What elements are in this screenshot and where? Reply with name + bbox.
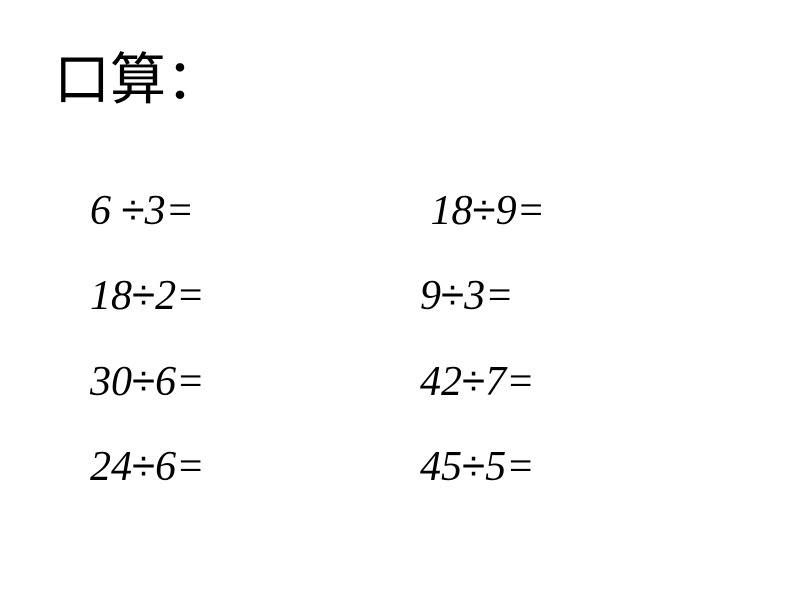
- divisor: 2: [155, 273, 176, 319]
- division-sign-icon: ÷: [122, 186, 145, 233]
- division-sign-icon: ÷: [473, 186, 496, 233]
- divisor: 7: [485, 359, 506, 405]
- divisor: 5: [485, 444, 506, 490]
- page-title: 口算：: [54, 48, 744, 115]
- problem-item: 45÷5=: [420, 443, 710, 490]
- dividend: 18: [420, 188, 473, 234]
- equals-sign-icon: =: [176, 444, 204, 490]
- equals-sign-icon: =: [176, 273, 204, 319]
- division-sign-icon: ÷: [462, 442, 485, 489]
- equals-sign-icon: =: [176, 359, 204, 405]
- division-sign-icon: ÷: [132, 271, 155, 318]
- problem-item: 18÷9=: [420, 187, 710, 234]
- dividend: 18: [90, 273, 132, 319]
- dividend: 45: [420, 444, 462, 490]
- equals-sign-icon: =: [485, 273, 513, 319]
- equals-sign-icon: =: [506, 444, 534, 490]
- divisor: 9: [496, 188, 517, 234]
- divisor: 6: [155, 444, 176, 490]
- division-sign-icon: ÷: [441, 271, 464, 318]
- problem-item: 30÷6=: [90, 358, 380, 405]
- dividend: 42: [420, 359, 462, 405]
- divisor: 3: [145, 188, 166, 234]
- division-sign-icon: ÷: [132, 442, 155, 489]
- problem-item: 9÷3=: [420, 272, 710, 319]
- divisor: 6: [155, 359, 176, 405]
- dividend: 30: [90, 359, 132, 405]
- dividend: 6: [90, 188, 122, 234]
- worksheet-page: 口算： 6 ÷3= 18÷9= 18÷2= 9÷3= 30÷6= 42÷7= 2…: [0, 0, 794, 596]
- dividend: 24: [90, 444, 132, 490]
- problem-item: 24÷6=: [90, 443, 380, 490]
- equals-sign-icon: =: [506, 359, 534, 405]
- equals-sign-icon: =: [517, 188, 545, 234]
- problems-grid: 6 ÷3= 18÷9= 18÷2= 9÷3= 30÷6= 42÷7= 24÷6=…: [90, 187, 744, 490]
- equals-sign-icon: =: [166, 188, 194, 234]
- division-sign-icon: ÷: [132, 357, 155, 404]
- divisor: 3: [464, 273, 485, 319]
- problem-item: 42÷7=: [420, 358, 710, 405]
- problem-item: 18÷2=: [90, 272, 380, 319]
- problem-item: 6 ÷3=: [90, 187, 380, 234]
- division-sign-icon: ÷: [462, 357, 485, 404]
- dividend: 9: [420, 273, 441, 319]
